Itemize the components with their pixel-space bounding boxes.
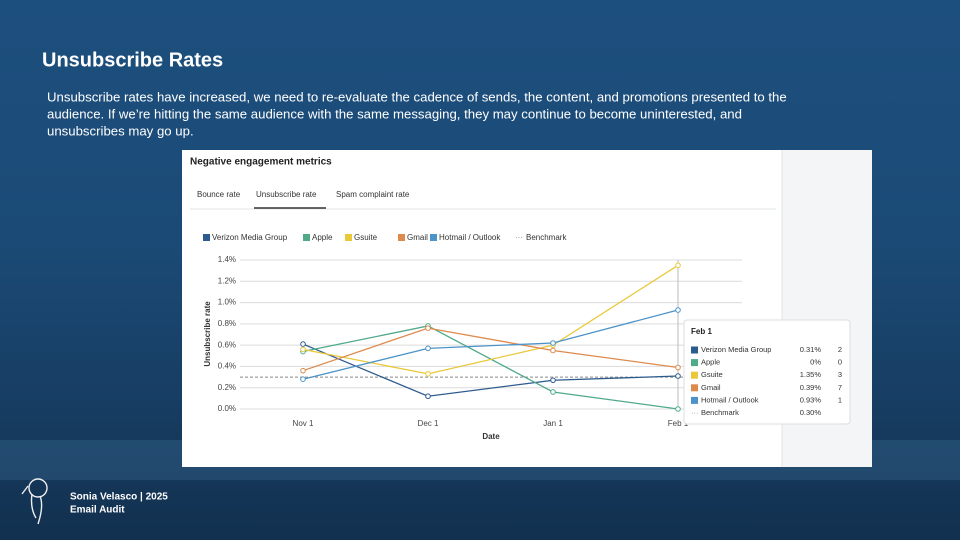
tooltip-count: 7 — [838, 383, 842, 392]
legend-swatch: ··· — [515, 233, 523, 242]
point — [425, 371, 431, 377]
point — [675, 364, 681, 371]
tooltip-count: 3 — [838, 370, 842, 379]
y-tick-label: 0.2% — [218, 383, 236, 392]
tooltip-value: 1.35% — [800, 370, 822, 379]
x-tick-label: Dec 1 — [418, 419, 439, 428]
legend-label: Verizon Media Group — [212, 233, 288, 242]
y-tick-label: 0.0% — [218, 404, 236, 413]
body-text: Unsubscribe rates have increased, we nee… — [47, 89, 787, 104]
legend-swatch — [398, 234, 405, 241]
x-tick-label: Feb 1 — [668, 419, 689, 428]
tooltip-swatch — [691, 359, 698, 367]
body-text: unsubscribes may go up. — [47, 123, 194, 138]
tab[interactable]: Spam complaint rate — [336, 190, 410, 199]
y-tick-label: 0.6% — [218, 340, 236, 349]
legend-label: Gsuite — [354, 233, 378, 242]
tooltip-name: Benchmark — [701, 408, 739, 417]
tooltip-name: Verizon Media Group — [701, 345, 771, 354]
point — [675, 262, 681, 269]
tooltip-name: Gsuite — [701, 370, 723, 379]
series-line — [302, 309, 679, 380]
tooltip — [683, 319, 851, 425]
point — [300, 341, 306, 347]
point — [550, 389, 556, 395]
tooltip-value: 0.31% — [800, 345, 822, 354]
point — [675, 373, 681, 379]
x-tick-label: Jan 1 — [543, 419, 563, 428]
point — [550, 340, 556, 346]
y-tick-label: 1.2% — [218, 276, 236, 285]
tooltip-name: Apple — [701, 358, 720, 367]
tooltip-swatch — [691, 384, 698, 392]
tooltip-value: 0.30% — [800, 408, 822, 417]
slide-title: Unsubscribe Rates — [42, 49, 223, 71]
legend-swatch — [345, 234, 352, 241]
tab[interactable]: Bounce rate — [197, 190, 241, 199]
legend-label: Hotmail / Outlook — [439, 233, 501, 242]
point — [300, 376, 306, 383]
legend-label: Apple — [312, 233, 333, 242]
legend-swatch — [430, 234, 437, 241]
tooltip-swatch — [691, 371, 698, 379]
legend-swatch — [303, 234, 310, 241]
y-tick-label: 1.0% — [218, 298, 236, 307]
tooltip-count: 2 — [838, 345, 842, 354]
point — [550, 347, 556, 354]
tooltip-count: 1 — [838, 395, 842, 404]
footer-text: Email Audit — [70, 505, 125, 516]
logo — [21, 478, 48, 525]
point — [675, 406, 681, 412]
y-tick-label: 0.4% — [218, 362, 236, 371]
series-line — [302, 264, 679, 375]
point — [300, 367, 306, 374]
tooltip-swatch: ··· — [691, 408, 699, 417]
tooltip-value: 0.39% — [800, 383, 822, 392]
point — [675, 307, 681, 313]
y-axis-label: Unsubscribe rate — [203, 301, 212, 367]
tooltip-swatch — [691, 346, 698, 354]
tooltip-count: 0 — [838, 358, 842, 367]
point — [300, 346, 306, 353]
body-text: audience. If we’re hitting the same audi… — [47, 106, 742, 121]
tooltip-value: 0% — [810, 358, 821, 367]
x-axis-label: Date — [482, 432, 500, 441]
point — [425, 393, 431, 400]
series-line — [302, 327, 679, 372]
tooltip-name: Gmail — [701, 383, 721, 392]
tooltip-swatch — [691, 396, 698, 404]
legend-swatch — [203, 234, 210, 241]
tooltip-name: Hotmail / Outlook — [701, 395, 759, 404]
tab[interactable]: Unsubscribe rate — [256, 190, 317, 199]
tooltip-value: 0.93% — [800, 395, 822, 404]
point — [425, 325, 431, 331]
tooltip-title: Feb 1 — [691, 327, 712, 336]
series-line — [302, 343, 679, 397]
x-tick-label: Nov 1 — [293, 419, 314, 428]
legend-label: Gmail — [407, 233, 428, 242]
legend-label: Benchmark — [526, 233, 567, 242]
y-tick-label: 1.4% — [218, 255, 236, 264]
point — [550, 377, 556, 384]
footer-text: Sonia Velasco | 2025 — [70, 492, 168, 503]
chart-title: Negative engagement metrics — [190, 157, 332, 168]
point — [425, 345, 431, 352]
y-tick-label: 0.8% — [218, 319, 236, 328]
